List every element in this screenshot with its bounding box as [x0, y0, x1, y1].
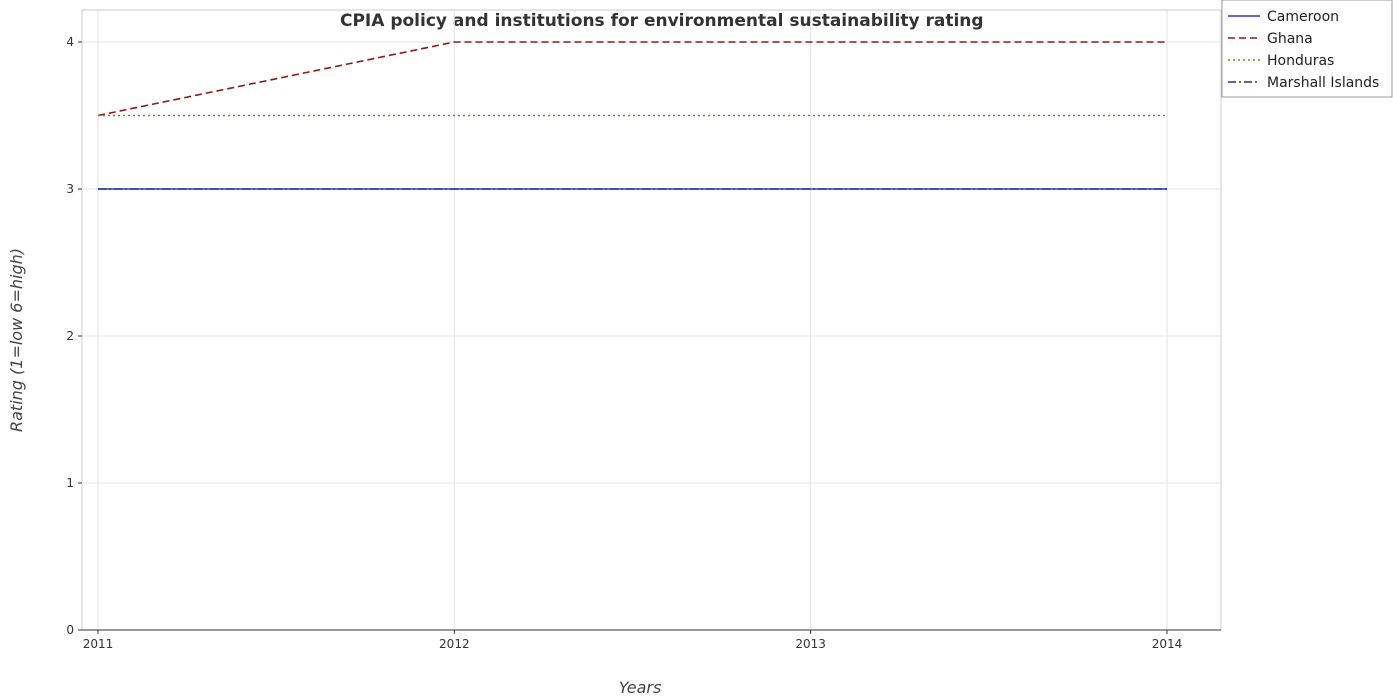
legend-label: Marshall Islands	[1267, 75, 1379, 91]
y-tick-label: 2	[66, 329, 74, 343]
plot-frame	[81, 9, 1222, 631]
y-tick-label: 3	[66, 182, 74, 196]
legend: Cameroon Ghana Honduras Marshall Islands	[1221, 0, 1393, 98]
y-axis-label: Rating (1=low 6=high)	[7, 248, 26, 432]
x-axis-label: Years	[619, 678, 662, 697]
x-tick-label: 2012	[439, 637, 470, 651]
y-tick-label: 0	[66, 623, 74, 637]
series-line-ghana	[97, 41, 1167, 117]
x-tick-label: 2014	[1152, 637, 1183, 651]
legend-label: Honduras	[1267, 53, 1334, 69]
y-tick-label: 4	[66, 35, 74, 49]
y-tick-label: 1	[66, 476, 74, 490]
legend-label: Cameroon	[1267, 9, 1339, 25]
plot-area	[81, 9, 1222, 631]
x-tick-label: 2013	[795, 637, 826, 651]
legend-label: Ghana	[1267, 31, 1313, 47]
x-axis: 2011 2012 2013 2014	[83, 630, 1183, 651]
y-axis: 0 1 2 3 4	[66, 35, 82, 637]
x-tick-label: 2011	[83, 637, 114, 651]
chart-title: CPIA policy and institutions for environ…	[340, 11, 984, 31]
